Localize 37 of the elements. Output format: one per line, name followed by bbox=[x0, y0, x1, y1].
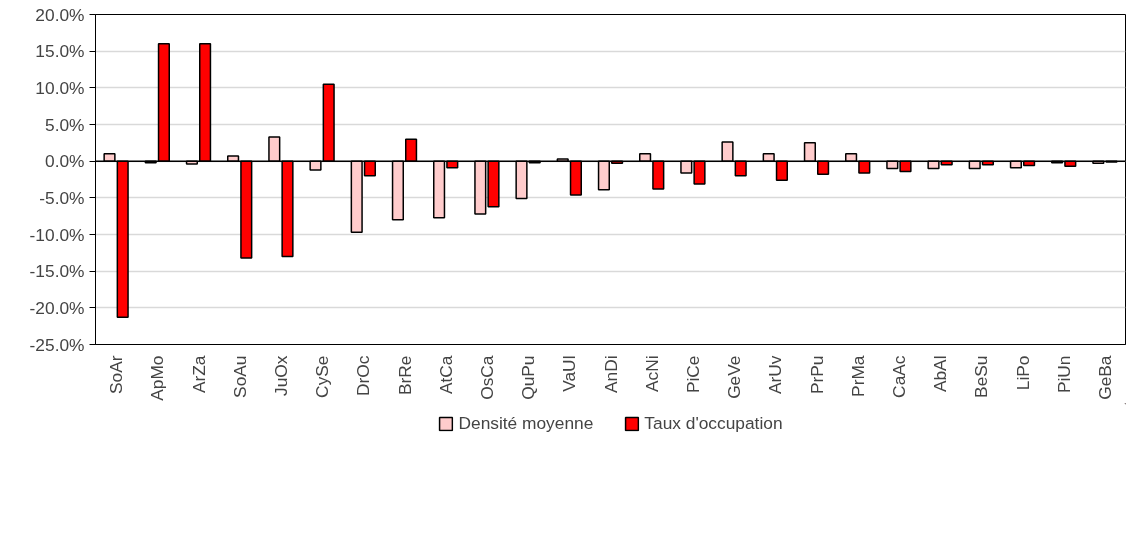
x-tick-label: PrPu bbox=[806, 355, 827, 395]
y-tick-label: 5.0% bbox=[45, 114, 85, 135]
x-tick-label: AcNi bbox=[641, 355, 662, 393]
x-tick-label: AnDi bbox=[600, 355, 621, 394]
x-tick-label: ApMo bbox=[147, 355, 168, 401]
x-tick-label: LiPo bbox=[1012, 355, 1033, 391]
x-tick-label: PiUn bbox=[1053, 355, 1074, 394]
legend-label: Densité moyenne bbox=[458, 412, 594, 434]
x-tick-label: AbAl bbox=[930, 355, 951, 393]
x-tick-label: AtCa bbox=[435, 355, 456, 395]
x-tick-label: GeBa bbox=[1094, 355, 1115, 400]
x-tick-label: VaUl bbox=[559, 355, 580, 392]
y-tick-label: -25.0% bbox=[29, 334, 85, 355]
y-tick-label: -5.0% bbox=[39, 187, 85, 208]
x-tick-label: QuPu bbox=[518, 355, 539, 400]
x-tick-label: SoAr bbox=[106, 355, 127, 395]
x-tick-label: SoAu bbox=[229, 355, 250, 398]
x-tick-label: BeSu bbox=[971, 355, 992, 398]
x-tick-label: CySe bbox=[312, 355, 333, 398]
x-tick-label: ArZa bbox=[188, 355, 209, 394]
x-tick-label: DrOc bbox=[353, 355, 374, 396]
x-tick-label: JuOx bbox=[270, 355, 291, 396]
x-tick-label: CaAc bbox=[888, 355, 909, 398]
y-tick-label: 10.0% bbox=[35, 77, 85, 98]
x-tick-label: PiCe bbox=[682, 355, 703, 394]
x-tick-label: OsCa bbox=[476, 355, 497, 400]
y-tick-label: -15.0% bbox=[29, 261, 85, 282]
x-tick-label: PrMa bbox=[847, 355, 868, 397]
y-tick-label: -20.0% bbox=[29, 297, 85, 318]
y-tick-label: -10.0% bbox=[29, 224, 85, 245]
y-tick-label: 15.0% bbox=[35, 41, 85, 62]
legend-label: Taux d'occupation bbox=[644, 412, 783, 434]
x-tick-label: ArUv bbox=[765, 355, 786, 395]
y-tick-label: 20.0% bbox=[35, 4, 85, 25]
x-tick-label: GeVe bbox=[724, 355, 745, 399]
y-tick-label: 0.0% bbox=[45, 151, 85, 172]
x-tick-label: BrRe bbox=[394, 355, 415, 395]
